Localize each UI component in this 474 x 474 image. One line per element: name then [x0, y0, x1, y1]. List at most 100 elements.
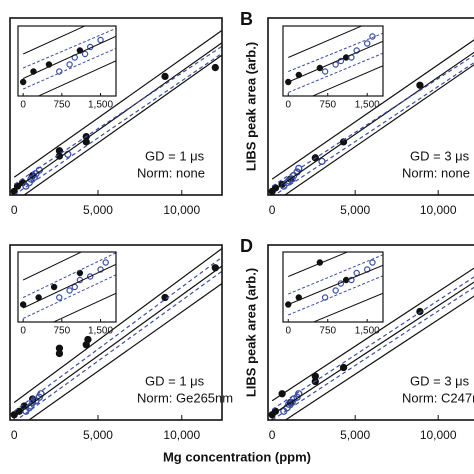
y-axis-label: LIBS peak area (arb.) — [243, 268, 258, 397]
x-tick-label: 0 — [11, 428, 18, 442]
x-tick-label: 0 — [269, 428, 276, 442]
inset: 0 750 1,500 — [282, 25, 384, 111]
fit-line — [271, 267, 474, 402]
inset-tick-label: 0 — [20, 100, 26, 111]
annotation: GD = 3 μs — [410, 148, 470, 163]
data-point — [288, 398, 296, 407]
inset-tick-label: 0 — [285, 100, 291, 111]
panel: 0 5,000 10,000 0 750 1,500 GD = 3 μs Norm: none… — [240, 9, 474, 217]
inset-tick-label: 750 — [319, 326, 336, 337]
fit-line — [271, 54, 474, 187]
data-point — [35, 393, 43, 401]
x-tick-label: 10,000 — [163, 428, 200, 442]
x-tick-label: 5,000 — [83, 428, 113, 442]
x-tick-label: 0 — [269, 203, 276, 217]
inset-point — [369, 33, 376, 40]
inset-tick-label: 750 — [53, 100, 70, 111]
fit-line — [284, 295, 474, 420]
fit-line — [271, 276, 474, 411]
data-point — [84, 335, 92, 344]
data-point — [55, 344, 64, 352]
panel: 0 5,000 10,000 0 750 1,500 GD = 1 μs Norm: none — [9, 17, 223, 217]
x-tick-label: 5,000 — [340, 428, 370, 442]
data-point — [293, 393, 301, 401]
plot-area — [268, 267, 474, 420]
data-point — [311, 372, 319, 380]
inset-tick-label: 0 — [20, 326, 26, 337]
fit-line — [13, 265, 222, 417]
fit-line — [271, 281, 474, 416]
panel: 0 5,000 10,000 0 750 1,500 GD = 1 μs Norm: Ge26… — [9, 244, 233, 442]
inset-tick-label: 1,500 — [88, 100, 113, 111]
inset: 0 750 1,500 — [17, 25, 117, 111]
data-point — [55, 147, 64, 155]
annotation: GD = 1 μs — [145, 148, 205, 163]
inset-point — [19, 301, 27, 308]
inset-point — [50, 283, 58, 291]
inset-point — [97, 36, 104, 44]
fit-line — [271, 286, 474, 420]
inset-frame — [282, 251, 384, 323]
plot-area — [268, 39, 474, 195]
x-tick-label: 10,000 — [420, 428, 457, 442]
x-tick-label: 5,000 — [83, 203, 113, 217]
x-tick-label: 10,000 — [163, 203, 200, 217]
panel-label: B — [240, 9, 253, 29]
inset-area — [19, 26, 116, 96]
inset-bg — [283, 26, 383, 96]
y-axis-label: LIBS peak area (arb.) — [243, 42, 258, 171]
inset: 0 750 1,500 — [17, 251, 117, 337]
inset-point — [66, 287, 73, 294]
annotation: GD = 3 μs — [410, 373, 470, 388]
inset-point — [56, 294, 63, 301]
x-tick-label: 5,000 — [340, 203, 370, 217]
inset-tick-label: 1,500 — [355, 326, 380, 337]
data-point — [288, 175, 296, 183]
x-axis-label: Mg concentration (ppm) — [163, 449, 311, 464]
inset-bg — [18, 26, 116, 96]
inset-point — [19, 78, 27, 86]
inset-area — [19, 252, 116, 322]
inset-point — [321, 294, 329, 301]
data-point — [211, 63, 219, 72]
inset: 0 750 1,500 — [282, 251, 384, 337]
inset-point — [348, 276, 355, 284]
inset-tick-label: 0 — [285, 326, 291, 337]
inset-frame — [17, 251, 117, 323]
inset-point — [369, 259, 376, 266]
fit-line — [15, 270, 222, 420]
inset-area — [285, 26, 383, 96]
annotation: Norm: none — [137, 165, 205, 180]
x-tick-label: 0 — [11, 203, 18, 217]
inset-point — [87, 273, 94, 280]
inset-point — [353, 269, 360, 277]
data-point — [416, 307, 424, 316]
inset-point — [332, 287, 339, 294]
inset-tick-label: 750 — [53, 326, 70, 337]
inset-point — [56, 68, 63, 75]
inset-point — [35, 294, 42, 301]
frame — [9, 244, 223, 421]
plot-area — [10, 248, 222, 420]
frame — [267, 244, 474, 421]
inset-tick-label: 1,500 — [88, 326, 113, 337]
inset-point — [66, 61, 73, 68]
inset-point — [81, 50, 89, 58]
annotation: Norm: none — [402, 165, 470, 180]
inset-tick-label: 1,500 — [355, 100, 380, 111]
inset-frame — [282, 25, 384, 97]
panel-label: D — [240, 236, 253, 256]
data-point — [416, 81, 424, 89]
inset-area — [285, 252, 383, 322]
fit-line — [13, 42, 222, 191]
fit-line — [13, 29, 222, 178]
fit-line — [273, 61, 474, 195]
inset-point — [321, 68, 329, 75]
fit-line — [271, 51, 474, 192]
fit-line — [13, 248, 222, 403]
inset-point — [102, 259, 109, 266]
fit-line — [27, 283, 222, 420]
inset-tick-label: 750 — [319, 100, 336, 111]
inset-point — [71, 283, 78, 291]
